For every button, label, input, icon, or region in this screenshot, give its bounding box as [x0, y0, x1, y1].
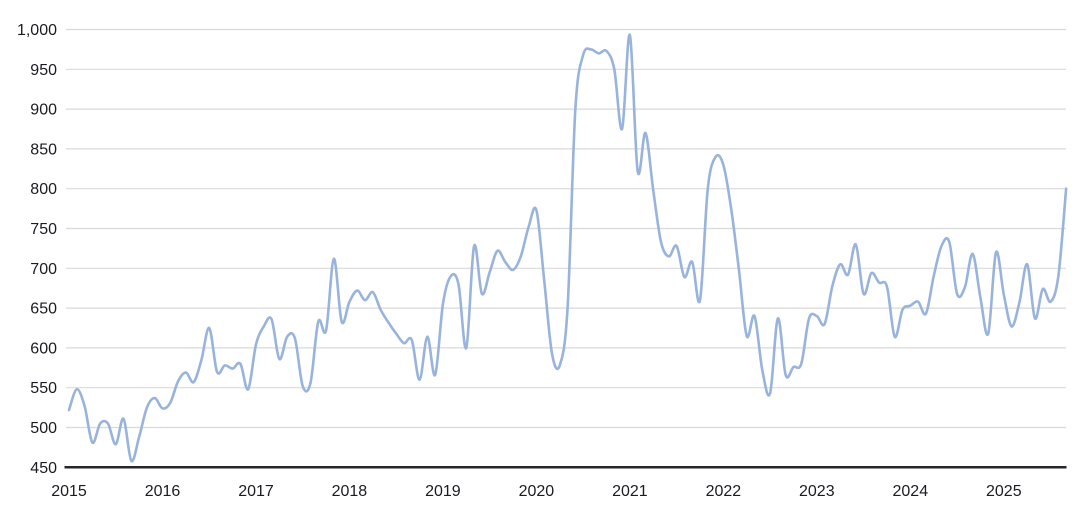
y-axis-label: 950 — [30, 62, 57, 79]
y-axis-label: 600 — [30, 340, 57, 357]
y-axis-label: 450 — [30, 460, 57, 477]
x-axis-label: 2018 — [332, 483, 368, 500]
y-axis-label: 550 — [30, 380, 57, 397]
x-axis-label: 2024 — [893, 483, 929, 500]
data-series-line — [67, 33, 1068, 463]
x-axis-label: 2017 — [238, 483, 274, 500]
y-axis-label: 700 — [30, 261, 57, 278]
y-axis-label: 1,000 — [17, 22, 57, 39]
x-axis-label: 2023 — [799, 483, 835, 500]
y-axis-label: 900 — [30, 102, 57, 119]
y-axis-label: 500 — [30, 420, 57, 437]
x-axis-label: 2021 — [612, 483, 648, 500]
y-axis-label: 650 — [30, 301, 57, 318]
x-axis-label: 2015 — [51, 483, 87, 500]
x-axis-label: 2019 — [425, 483, 461, 500]
x-axis-label: 2020 — [519, 483, 555, 500]
x-axis-label: 2016 — [145, 483, 181, 500]
y-axis-label: 800 — [30, 181, 57, 198]
y-axis-label: 850 — [30, 141, 57, 158]
y-axis-label: 750 — [30, 221, 57, 238]
x-axis-label: 2022 — [706, 483, 742, 500]
x-axis-label: 2025 — [986, 483, 1022, 500]
